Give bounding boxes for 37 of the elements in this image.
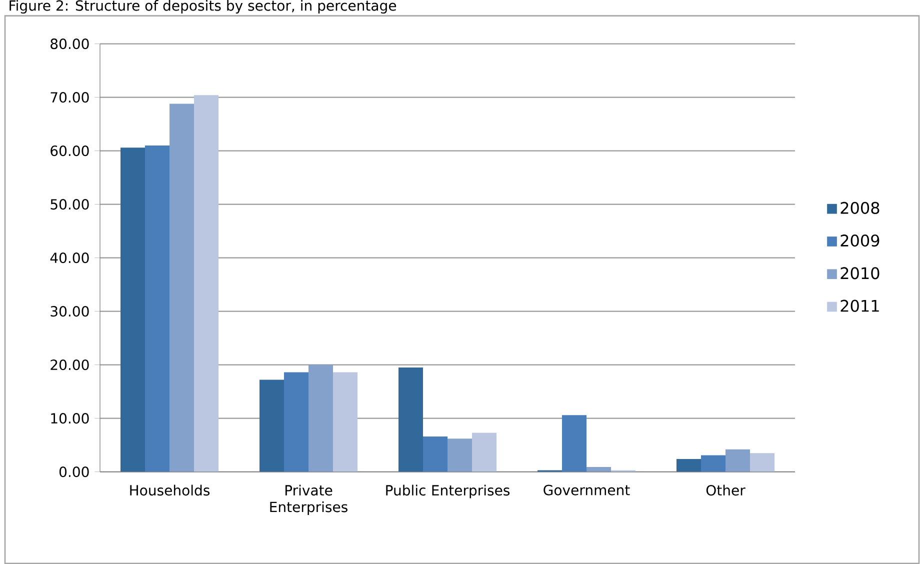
bar bbox=[700, 455, 726, 472]
bar bbox=[398, 367, 423, 472]
y-tick-label: 60.00 bbox=[50, 145, 89, 156]
legend-label: 2010 bbox=[840, 267, 880, 280]
y-tick-label: 40.00 bbox=[50, 252, 89, 264]
y-tick-label: 80.00 bbox=[50, 38, 89, 50]
bar bbox=[170, 104, 194, 472]
bar bbox=[333, 372, 358, 472]
bar bbox=[472, 432, 497, 472]
x-tick-label: Private Enterprises bbox=[270, 484, 348, 515]
y-tick-label: 70.00 bbox=[50, 92, 89, 103]
x-tick-label: Public Enterprises bbox=[386, 484, 510, 498]
y-tick-label: 50.00 bbox=[50, 198, 89, 210]
legend-label: 2008 bbox=[840, 202, 880, 214]
y-tick-label: 0.00 bbox=[59, 466, 89, 478]
bar bbox=[726, 449, 750, 472]
bar bbox=[448, 438, 472, 472]
bar bbox=[423, 436, 448, 472]
y-tick-label: 30.00 bbox=[50, 306, 89, 317]
bar bbox=[120, 148, 145, 472]
x-tick-label: Households bbox=[130, 484, 210, 496]
bar bbox=[145, 145, 170, 472]
bar bbox=[308, 364, 334, 472]
x-tick-label: Other bbox=[706, 484, 746, 496]
legend-label: 2011 bbox=[840, 300, 879, 312]
y-tick-label: 20.00 bbox=[50, 359, 89, 370]
bar bbox=[194, 95, 219, 472]
legend-label: 2009 bbox=[840, 234, 880, 247]
chart-title: Figure 2: Structure of deposits by sector, in percentage bbox=[10, 0, 396, 14]
bar bbox=[750, 453, 775, 472]
bar bbox=[586, 466, 612, 472]
bar bbox=[676, 458, 701, 472]
x-tick-label: Government bbox=[544, 484, 630, 496]
bar bbox=[259, 380, 284, 472]
y-tick-label: 10.00 bbox=[51, 412, 89, 424]
bar bbox=[284, 372, 309, 472]
bar bbox=[562, 415, 587, 472]
